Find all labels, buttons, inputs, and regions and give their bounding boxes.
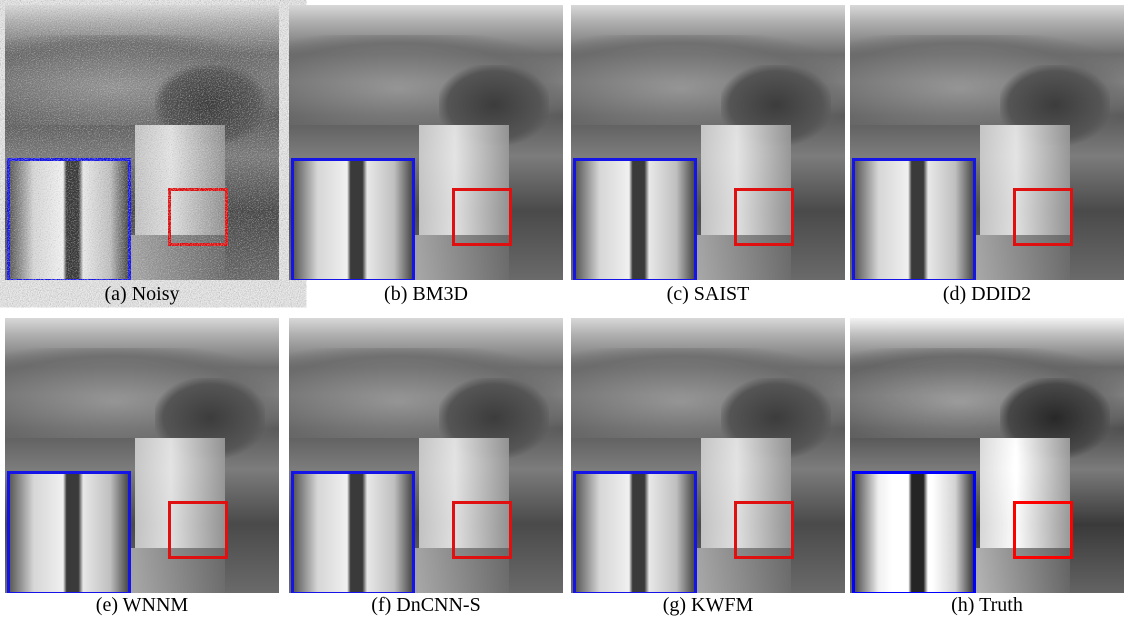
- zoom-region: [452, 188, 512, 246]
- zoom-region: [168, 501, 228, 559]
- zoom-inset: [291, 158, 415, 280]
- zoom-inset: [573, 158, 697, 280]
- caption: (h) Truth: [850, 594, 1124, 617]
- caption: (e) WNNM: [5, 594, 279, 617]
- caption: (d) DDID2: [850, 283, 1124, 306]
- image-panel: [850, 5, 1124, 280]
- image-panel: [850, 318, 1124, 593]
- caption: (c) SAIST: [571, 283, 845, 306]
- figure: {"panels": [ {"caption": "(a) Noisy"}, {…: [0, 0, 1126, 621]
- caption: (b) BM3D: [289, 283, 563, 306]
- zoom-region: [734, 501, 794, 559]
- image-panel: [571, 318, 845, 593]
- zoom-inset: [852, 471, 976, 593]
- image-panel: [5, 5, 279, 280]
- zoom-inset: [852, 158, 976, 280]
- zoom-region: [734, 188, 794, 246]
- zoom-region: [168, 188, 228, 246]
- caption: (a) Noisy: [5, 283, 279, 306]
- zoom-inset: [573, 471, 697, 593]
- zoom-inset: [291, 471, 415, 593]
- zoom-inset: [7, 158, 131, 280]
- caption: (f) DnCNN-S: [289, 594, 563, 617]
- image-panel: [5, 318, 279, 593]
- image-panel: [571, 5, 845, 280]
- zoom-region: [452, 501, 512, 559]
- image-panel: [289, 318, 563, 593]
- zoom-inset: [7, 471, 131, 593]
- image-panel: [289, 5, 563, 280]
- zoom-region: [1013, 501, 1073, 559]
- caption: (g) KWFM: [571, 594, 845, 617]
- zoom-region: [1013, 188, 1073, 246]
